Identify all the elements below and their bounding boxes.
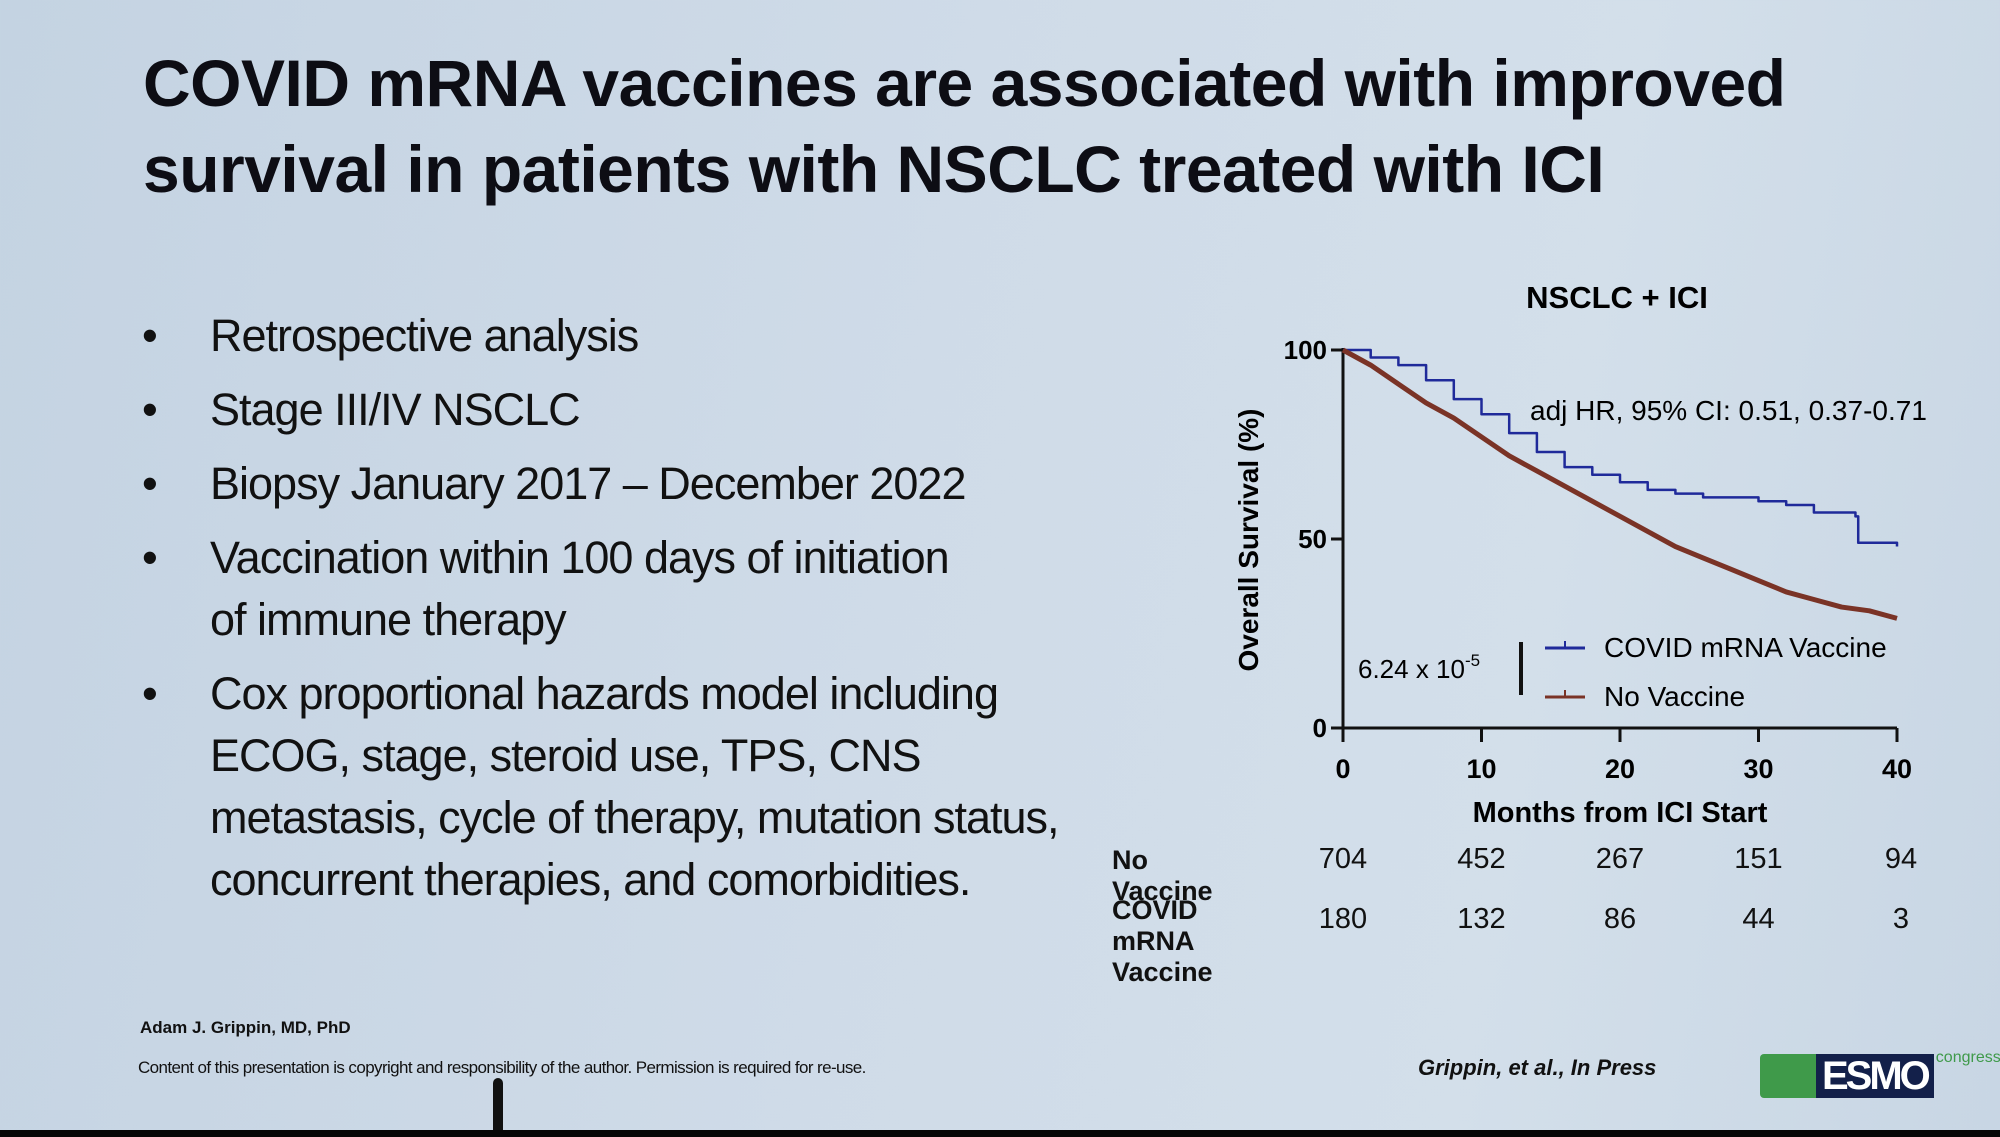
risk-row-label-vaccine: COVID mRNA Vaccine xyxy=(1112,895,1213,987)
risk-value: 3 xyxy=(1892,903,1910,935)
risk-value: 86 xyxy=(1603,903,1637,935)
risk-value: 94 xyxy=(1884,843,1918,875)
legend-vaccine-label: COVID mRNA Vaccine xyxy=(1604,632,1887,663)
p-value-base: 6.24 x 10 xyxy=(1358,654,1465,684)
p-value-exponent: -5 xyxy=(1465,651,1480,670)
bullet-item: Biopsy January 2017 – December 2022 xyxy=(140,453,1090,515)
slide-title: COVID mRNA vaccines are associated with … xyxy=(143,40,1943,212)
curves xyxy=(1341,347,1899,621)
laser-pointer-stand xyxy=(493,1078,503,1133)
risk-value: 180 xyxy=(1318,903,1368,935)
copyright-notice: Content of this presentation is copyrigh… xyxy=(138,1058,866,1077)
x-tick-label: 40 xyxy=(1882,754,1912,784)
x-tick-label: 30 xyxy=(1743,754,1773,784)
risk-value: 132 xyxy=(1457,903,1506,935)
risk-value: 267 xyxy=(1595,843,1645,875)
x-tick-label: 20 xyxy=(1605,754,1635,784)
svg-text:6.24 x 10-5: 6.24 x 10-5 xyxy=(1358,651,1480,684)
esmo-logo: ESMO congress xyxy=(1760,1049,2000,1099)
x-tick-label: 0 xyxy=(1335,754,1350,784)
x-tick-label: 10 xyxy=(1466,754,1496,784)
hr-annotation: adj HR, 95% CI: 0.51, 0.37-0.71 xyxy=(1530,395,1927,426)
y-axis-label: Overall Survival (%) xyxy=(1233,408,1264,671)
p-value: 6.24 x 10-5 xyxy=(1358,651,1480,684)
risk-row-label-no-vaccine: No Vaccine xyxy=(1112,845,1213,906)
y-tick-label: 100 xyxy=(1284,335,1327,365)
bullet-item: Stage III/IV NSCLC xyxy=(140,379,1090,441)
vaccine-curve xyxy=(1343,348,1899,547)
title-line-1: COVID mRNA vaccines are associated with … xyxy=(143,46,1786,120)
bullet-list: Retrospective analysis Stage III/IV NSCL… xyxy=(140,305,1090,923)
x-axis-label: Months from ICI Start xyxy=(1473,797,1768,829)
y-tick-label: 50 xyxy=(1298,524,1327,554)
legend: COVID mRNA Vaccine No Vaccine xyxy=(1545,632,1887,712)
risk-value: 704 xyxy=(1318,843,1368,875)
risk-value: 452 xyxy=(1457,843,1506,875)
legend-no-vaccine-label: No Vaccine xyxy=(1604,681,1745,712)
risk-value: 151 xyxy=(1734,843,1783,875)
bullet-item: Retrospective analysis xyxy=(140,305,1090,367)
author: Adam J. Grippin, MD, PhD xyxy=(140,1018,351,1037)
screen-bottom-edge xyxy=(0,1130,2000,1137)
no-vaccine-curve xyxy=(1341,347,1898,621)
bullet-item: Cox proportional hazards model including… xyxy=(140,663,1090,911)
bullet-item: Vaccination within 100 days of initiatio… xyxy=(140,527,970,651)
y-tick-label: 0 xyxy=(1313,713,1327,743)
axes: 0 50 100 0 10 20 30 40 xyxy=(1284,335,1912,784)
citation: Grippin, et al., In Press xyxy=(1418,1055,1657,1080)
title-line-2: survival in patients with NSCLC treated … xyxy=(143,132,1605,206)
chart-title: NSCLC + ICI xyxy=(1526,280,1708,315)
risk-value: 44 xyxy=(1742,903,1775,935)
